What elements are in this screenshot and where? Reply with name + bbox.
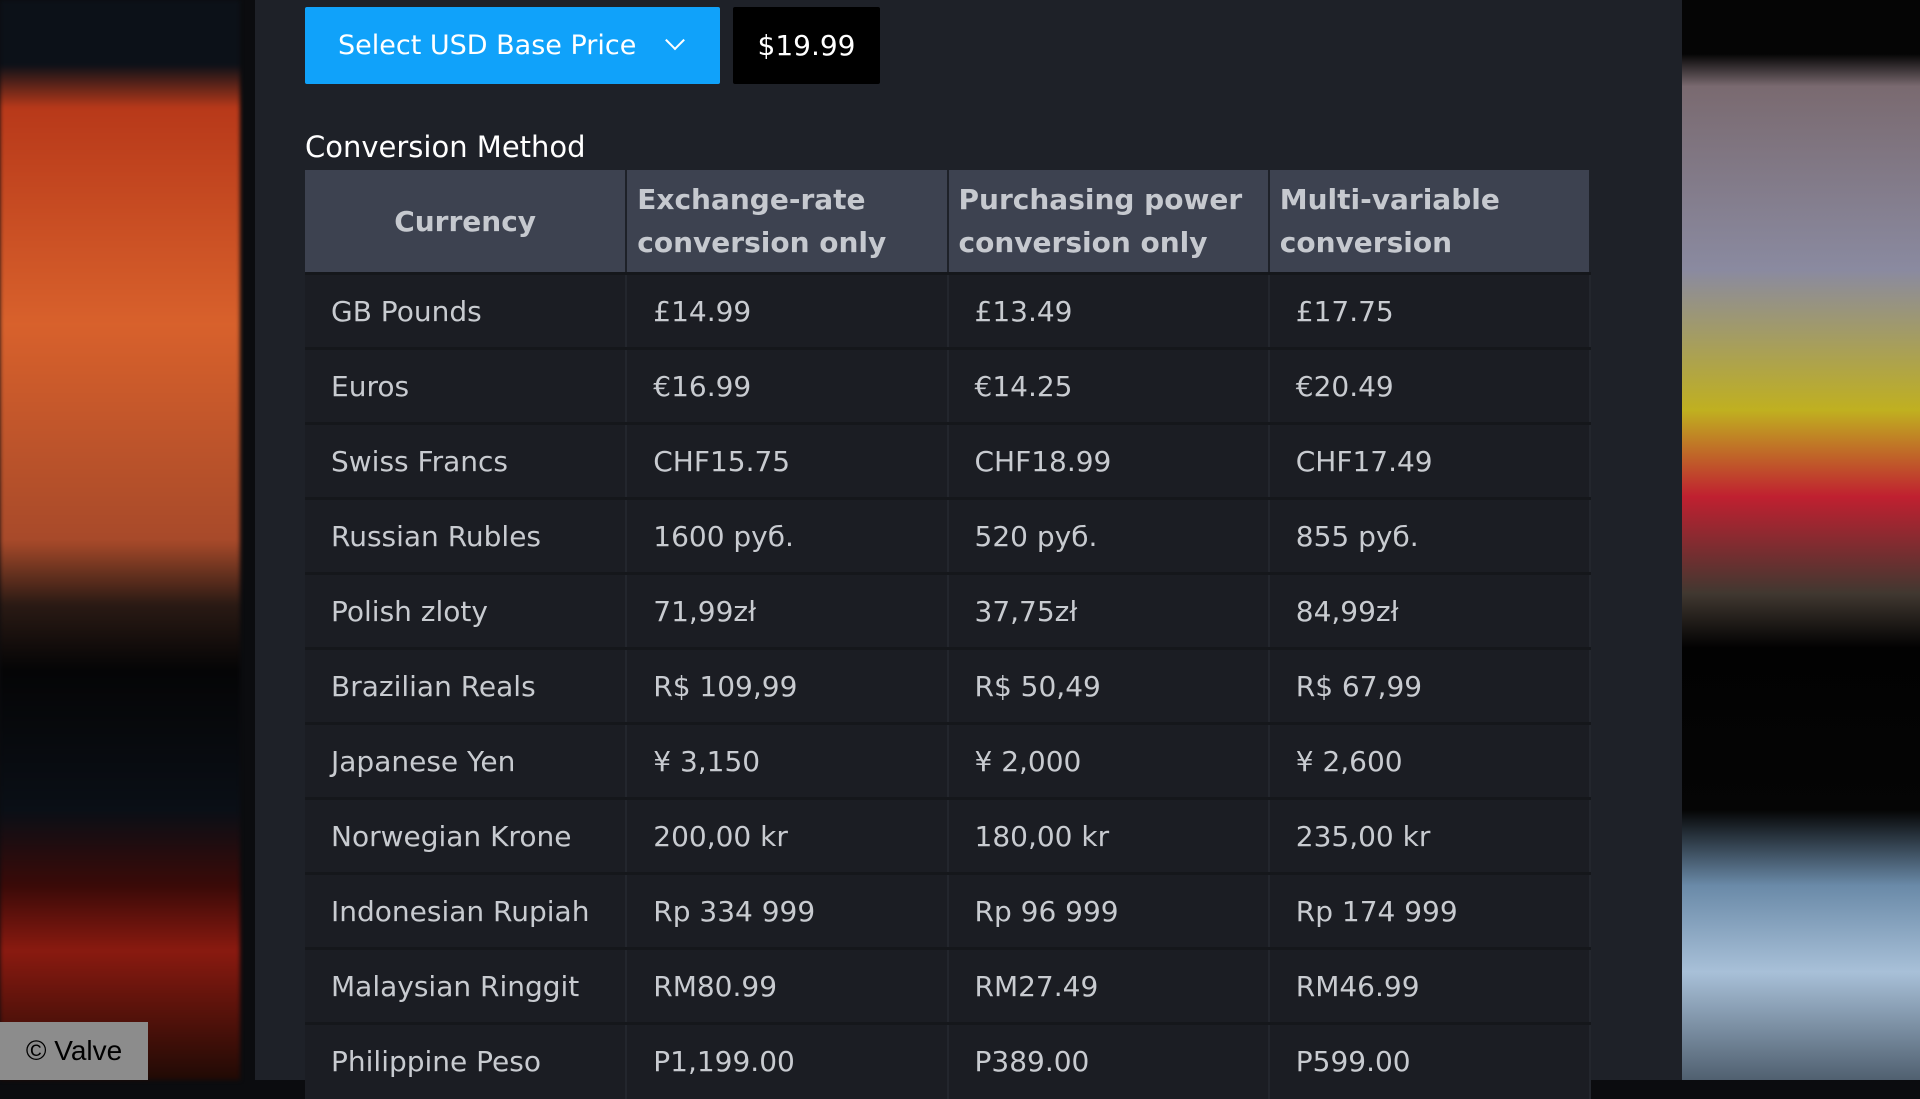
price-cell: ¥ 2,000 bbox=[947, 722, 1270, 799]
price-cell: 200,00 kr bbox=[626, 797, 949, 874]
price-cell: €20.49 bbox=[1268, 347, 1592, 424]
dropdown-label: Select USD Base Price bbox=[338, 30, 637, 61]
background-image-right bbox=[1682, 0, 1920, 1080]
base-price-display: $19.99 bbox=[733, 7, 880, 84]
currency-cell: Polish zloty bbox=[305, 572, 628, 649]
table-row: Philippine Peso P1,199.00 P389.00 P599.00 bbox=[305, 1022, 1592, 1099]
table-row: Brazilian Reals R$ 109,99 R$ 50,49 R$ 67,99 bbox=[305, 647, 1592, 724]
price-cell: £14.99 bbox=[626, 272, 949, 349]
price-cell: RM27.49 bbox=[947, 947, 1270, 1024]
price-cell: €14.25 bbox=[947, 347, 1270, 424]
table-row: Euros €16.99 €14.25 €20.49 bbox=[305, 347, 1592, 424]
price-cell: 180,00 kr bbox=[947, 797, 1270, 874]
price-cell: £17.75 bbox=[1268, 272, 1592, 349]
currency-cell: Philippine Peso bbox=[305, 1022, 628, 1099]
column-header: Currency bbox=[305, 170, 628, 274]
section-title: Conversion Method bbox=[305, 130, 586, 164]
table-row: Indonesian Rupiah Rp 334 999 Rp 96 999 Rp 1… bbox=[305, 872, 1592, 949]
currency-cell: Malaysian Ringgit bbox=[305, 947, 628, 1024]
price-cell: 855 руб. bbox=[1268, 497, 1592, 574]
price-cell: R$ 67,99 bbox=[1268, 647, 1592, 724]
currency-cell: Japanese Yen bbox=[305, 722, 628, 799]
price-cell: ¥ 3,150 bbox=[626, 722, 949, 799]
chevron-down-icon bbox=[665, 29, 686, 50]
price-cell: Rp 334 999 bbox=[626, 872, 949, 949]
price-cell: CHF18.99 bbox=[947, 422, 1270, 499]
background-image-left bbox=[0, 0, 240, 1080]
conversion-table: Currency Exchange-rate conversion only Pur… bbox=[305, 170, 1592, 1099]
table-row: Polish zloty 71,99zł 37,75zł 84,99zł bbox=[305, 572, 1592, 649]
column-header: Purchasing power conversion only bbox=[947, 170, 1270, 274]
currency-cell: Euros bbox=[305, 347, 628, 424]
price-cell: R$ 50,49 bbox=[947, 647, 1270, 724]
currency-cell: Brazilian Reals bbox=[305, 647, 628, 724]
price-cell: RM80.99 bbox=[626, 947, 949, 1024]
price-cell: Rp 174 999 bbox=[1268, 872, 1592, 949]
price-cell: ¥ 2,600 bbox=[1268, 722, 1592, 799]
currency-cell: Russian Rubles bbox=[305, 497, 628, 574]
price-cell: 1600 руб. bbox=[626, 497, 949, 574]
price-cell: RM46.99 bbox=[1268, 947, 1592, 1024]
table-row: GB Pounds £14.99 £13.49 £17.75 bbox=[305, 272, 1592, 349]
price-cell: 520 руб. bbox=[947, 497, 1270, 574]
price-cell: P1,199.00 bbox=[626, 1022, 949, 1099]
currency-cell: Norwegian Krone bbox=[305, 797, 628, 874]
table-row: Swiss Francs CHF15.75 CHF18.99 CHF17.49 bbox=[305, 422, 1592, 499]
currency-cell: Swiss Francs bbox=[305, 422, 628, 499]
table-row: Russian Rubles 1600 руб. 520 руб. 855 руб. bbox=[305, 497, 1592, 574]
table-row: Malaysian Ringgit RM80.99 RM27.49 RM46.99 bbox=[305, 947, 1592, 1024]
price-cell: CHF15.75 bbox=[626, 422, 949, 499]
price-cell: 84,99zł bbox=[1268, 572, 1592, 649]
select-usd-base-price-dropdown[interactable]: Select USD Base Price bbox=[305, 7, 720, 84]
column-header: Exchange-rate conversion only bbox=[626, 170, 949, 274]
price-cell: P389.00 bbox=[947, 1022, 1270, 1099]
copyright-credit: © Valve bbox=[0, 1022, 148, 1080]
table-row: Japanese Yen ¥ 3,150 ¥ 2,000 ¥ 2,600 bbox=[305, 722, 1592, 799]
column-header: Multi-variable conversion bbox=[1268, 170, 1592, 274]
price-cell: 37,75zł bbox=[947, 572, 1270, 649]
price-cell: 71,99zł bbox=[626, 572, 949, 649]
price-cell: R$ 109,99 bbox=[626, 647, 949, 724]
price-cell: P599.00 bbox=[1268, 1022, 1592, 1099]
currency-cell: Indonesian Rupiah bbox=[305, 872, 628, 949]
price-cell: 235,00 kr bbox=[1268, 797, 1592, 874]
price-cell: €16.99 bbox=[626, 347, 949, 424]
table-row: Norwegian Krone 200,00 kr 180,00 kr 235,00 … bbox=[305, 797, 1592, 874]
price-cell: £13.49 bbox=[947, 272, 1270, 349]
price-cell: CHF17.49 bbox=[1268, 422, 1592, 499]
price-cell: Rp 96 999 bbox=[947, 872, 1270, 949]
currency-cell: GB Pounds bbox=[305, 272, 628, 349]
